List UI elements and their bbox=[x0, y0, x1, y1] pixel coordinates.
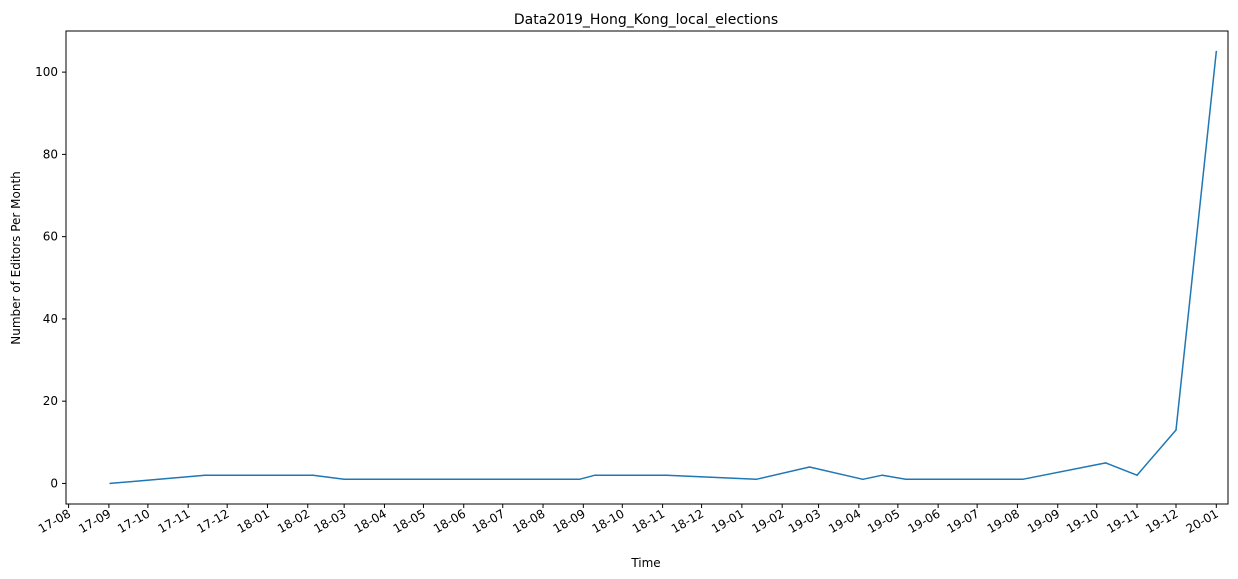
x-tick-label: 17-09 bbox=[76, 506, 113, 536]
x-tick-label: 17-12 bbox=[194, 506, 231, 536]
y-tick-label: 100 bbox=[35, 65, 58, 79]
data-point bbox=[1105, 462, 1107, 464]
x-tick-label: 18-08 bbox=[510, 506, 547, 536]
data-point bbox=[1175, 429, 1177, 431]
y-tick-label: 0 bbox=[50, 476, 58, 490]
data-point bbox=[1215, 50, 1218, 53]
data-point bbox=[204, 474, 206, 477]
chart-title: Data2019_Hong_Kong_local_elections bbox=[514, 12, 778, 28]
x-tick-label: 19-08 bbox=[985, 506, 1022, 536]
x-tick-label: 19-11 bbox=[1104, 506, 1141, 536]
x-axis-ticks: 17-08 17-09 17-10 17-11 17-12 18-01 18-02 18-03… bbox=[36, 504, 1221, 536]
x-tick-label: 18-05 bbox=[391, 506, 428, 536]
x-tick-label: 18-01 bbox=[235, 506, 272, 536]
x-tick-label: 19-12 bbox=[1143, 506, 1180, 536]
y-tick-label: 20 bbox=[43, 394, 58, 408]
data-point bbox=[109, 482, 111, 485]
y-axis-ticks: 0 20 40 60 80 100 bbox=[35, 65, 66, 490]
x-tick-label: 17-11 bbox=[155, 506, 192, 536]
series-layer bbox=[109, 50, 1218, 485]
x-tick-label: 18-09 bbox=[551, 506, 588, 536]
x-tick-label: 19-03 bbox=[786, 506, 823, 536]
y-axis-label: Number of Editors Per Month bbox=[9, 171, 23, 345]
data-point bbox=[665, 474, 668, 477]
data-point bbox=[881, 474, 884, 477]
data-point bbox=[1136, 474, 1138, 477]
plot-frame bbox=[65, 30, 1229, 505]
x-tick-label: 18-11 bbox=[630, 506, 667, 536]
x-tick-label: 18-03 bbox=[311, 506, 348, 536]
x-tick-label: 19-07 bbox=[944, 506, 981, 536]
x-tick-label: 19-02 bbox=[749, 506, 786, 536]
x-tick-label: 18-10 bbox=[590, 506, 627, 536]
x-tick-label: 18-12 bbox=[669, 506, 706, 536]
x-tick-label: 19-05 bbox=[865, 506, 902, 536]
x-tick-label: 19-01 bbox=[709, 506, 746, 536]
series-line-0 bbox=[110, 51, 1218, 485]
x-tick-label: 17-08 bbox=[36, 506, 73, 536]
x-tick-label: 17-10 bbox=[115, 506, 152, 536]
x-tick-label: 20-01 bbox=[1184, 506, 1221, 536]
data-point bbox=[862, 478, 864, 481]
data-point bbox=[594, 474, 596, 477]
y-tick-label: 60 bbox=[43, 230, 58, 244]
data-point bbox=[343, 478, 346, 481]
data-point bbox=[755, 478, 757, 481]
data-point bbox=[1021, 478, 1024, 481]
x-tick-label: 19-10 bbox=[1064, 506, 1101, 536]
x-axis-label: Time bbox=[630, 556, 660, 570]
data-point bbox=[904, 478, 907, 481]
y-tick-label: 80 bbox=[43, 147, 58, 161]
data-point bbox=[808, 466, 811, 468]
x-tick-label: 18-07 bbox=[470, 506, 507, 536]
x-tick-label: 18-02 bbox=[275, 506, 312, 536]
x-tick-label: 19-04 bbox=[826, 506, 863, 536]
x-tick-label: 19-06 bbox=[905, 506, 942, 536]
y-tick-label: 40 bbox=[43, 312, 58, 326]
data-point bbox=[312, 474, 314, 477]
x-tick-label: 18-06 bbox=[431, 506, 468, 536]
x-tick-label: 19-09 bbox=[1025, 506, 1062, 536]
x-tick-label: 18-04 bbox=[352, 506, 389, 536]
data-point bbox=[578, 478, 581, 481]
